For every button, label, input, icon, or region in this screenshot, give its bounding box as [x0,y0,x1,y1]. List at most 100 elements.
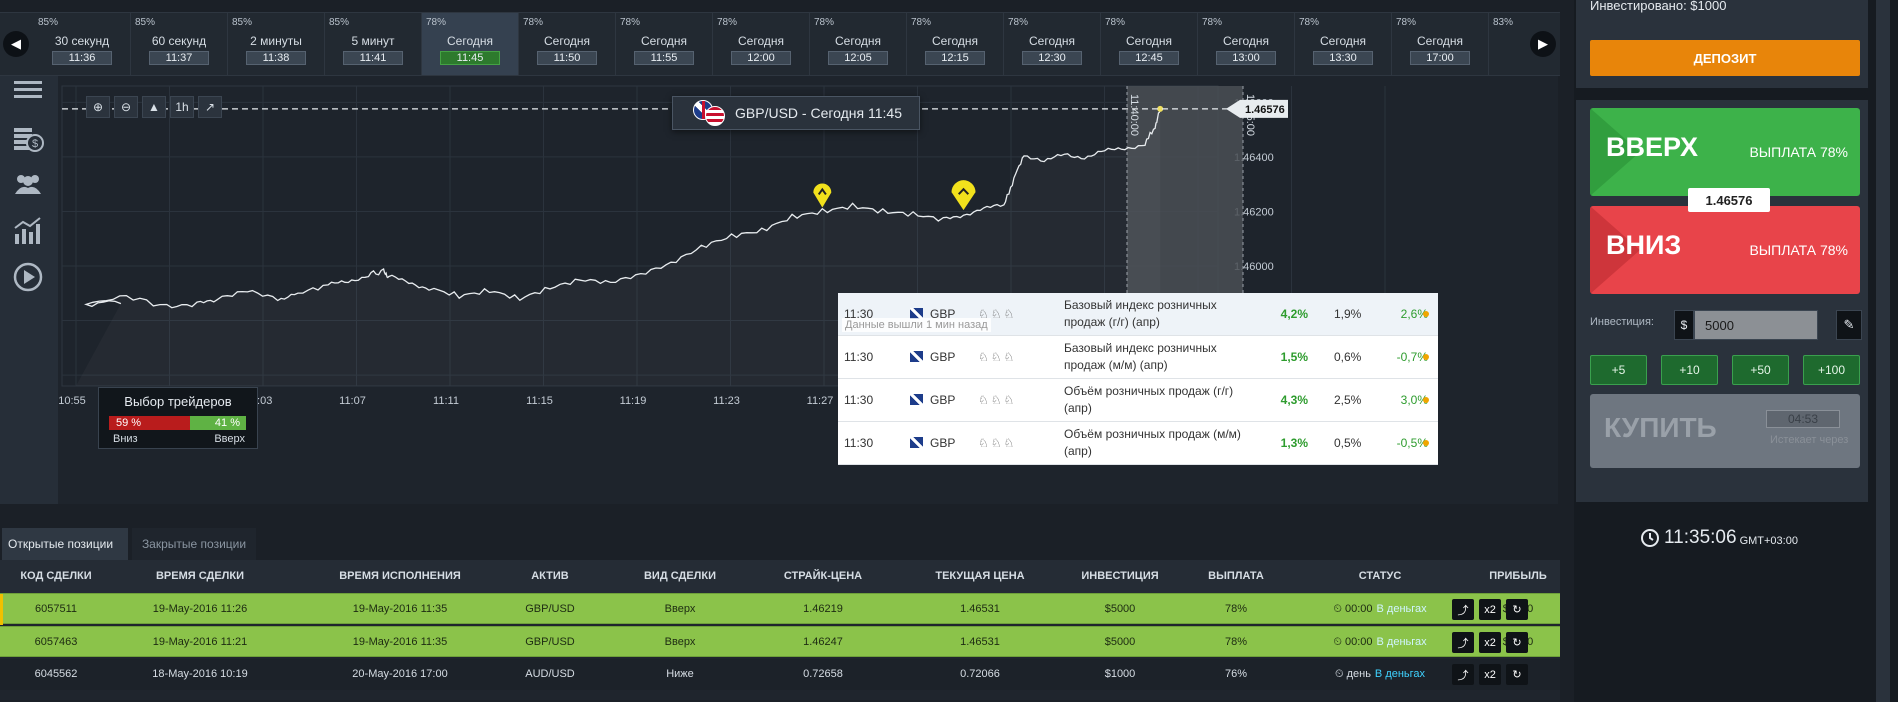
trade-marker-icon[interactable] [813,183,832,208]
refresh-icon[interactable]: ↻ [1506,599,1528,620]
expiry-item[interactable]: 78% Сегодня 13:30 [1295,13,1392,75]
cell-status: ⏲ день В деньгах [1335,659,1425,690]
buy-button[interactable]: КУПИТЬ 04:53 Истекает через [1590,394,1860,468]
column-header[interactable]: СТАТУС [1358,570,1402,582]
refresh-icon[interactable]: ↻ [1506,632,1528,653]
importance-bulls-icon: ♘♘♘ [978,350,1017,364]
trade-marker-icon[interactable] [951,180,976,211]
table-row[interactable]: 6057511 19-May-2016 11:26 19-May-2016 11:3… [0,593,1560,625]
indicator-icon[interactable]: ↗ [198,96,222,118]
eraser-icon[interactable]: ✎ [1836,310,1862,340]
add-50-button[interactable]: +50 [1732,355,1789,385]
expiry-payout: 78% [911,17,932,28]
zoom-out-icon[interactable]: ⊖ [114,96,138,118]
tab-open-positions[interactable]: Открытые позиции [2,528,128,560]
expiry-item[interactable]: 85% 30 секунд 11:36 [34,13,131,75]
tab-closed-positions[interactable]: Закрытые позиции [132,528,256,560]
gbp-usd-flags-icon [693,100,727,126]
timeframe-button[interactable]: 1h [170,96,194,118]
chevron-left-icon[interactable]: ◀ [3,31,29,57]
column-header[interactable]: ВЫПЛАТА [1208,570,1264,582]
refresh-icon[interactable]: ↻ [1506,664,1528,685]
menu-icon[interactable] [11,76,45,110]
table-row[interactable]: 6045562 18-May-2016 10:19 20-May-2016 17:0… [0,659,1560,690]
chevron-right-icon[interactable]: ▶ [1530,31,1556,57]
coins-icon[interactable]: $ [11,122,45,156]
news-currency: GBP [930,307,956,321]
expiry-item[interactable]: 78% Сегодня 11:50 [519,13,616,75]
expiry-item[interactable]: 85% 2 минуты 11:38 [228,13,325,75]
traders-down-label: Вниз [113,433,138,445]
rollover-icon[interactable]: ⤴ [1452,599,1474,620]
news-actual: 4,2% [1280,307,1308,321]
news-row[interactable]: 11:30 GBP Базовый индекс розничных продаж … [838,336,1438,379]
asset-selector[interactable]: GBP/USD - Сегодня 11:45 [672,96,920,130]
expiry-payout: 85% [329,17,350,28]
column-header[interactable]: АКТИВ [531,570,569,582]
news-row[interactable]: 11:30 GBP Базовый индекс розничных продаж … [838,293,1438,336]
column-header[interactable]: ВИД СДЕЛКИ [643,570,717,582]
news-row[interactable]: 11:30 GBP Объём розничных продаж (м/м) (ап… [838,422,1438,465]
column-header[interactable]: ВРЕМЯ СДЕЛКИ [155,570,245,582]
time-tick-label: 11:27 [807,395,834,407]
news-actual: 1,3% [1280,436,1308,450]
asset-title: GBP/USD - Сегодня 11:45 [735,105,902,121]
double-button[interactable]: x2 [1479,632,1501,653]
expiry-item[interactable]: 78% Сегодня 12:30 [1004,13,1101,75]
rollover-icon[interactable]: ⤴ [1452,632,1474,653]
double-button[interactable]: x2 [1479,599,1501,620]
chart-icon[interactable] [11,214,45,248]
add-100-button[interactable]: +100 [1803,355,1860,385]
buy-label: КУПИТЬ [1604,412,1717,443]
put-button[interactable]: ВНИЗ ВЫПЛАТА 78% [1590,206,1860,294]
scrollbar[interactable] [1876,0,1890,702]
column-header[interactable]: КОД СДЕЛКИ [20,570,92,582]
expiry-item[interactable]: 85% 60 секунд 11:37 [131,13,228,75]
price-tick-label: 1.46400 [1234,152,1274,164]
expiry-item[interactable]: 78% Сегодня 12:45 [1101,13,1198,75]
investment-input[interactable] [1694,310,1818,340]
expiry-item[interactable]: 78% Сегодня 11:55 [616,13,713,75]
rollover-icon[interactable]: ⤴ [1452,664,1474,685]
expiry-label: Сегодня [1320,34,1366,48]
column-header[interactable]: ВРЕМЯ ИСПОЛНЕНИЯ [339,570,461,582]
news-time: 11:30 [844,307,874,321]
cell-expiry: 19-May-2016 11:35 [352,636,448,648]
add-5-button[interactable]: +5 [1590,355,1647,385]
double-button[interactable]: x2 [1479,664,1501,685]
news-time: 11:30 [844,350,874,364]
expiry-time: 11:50 [537,51,597,65]
expiry-item[interactable]: 78% Сегодня 11:45 [422,13,519,75]
news-row[interactable]: 11:30 GBP Объём розничных продаж (г/г) (ап… [838,379,1438,422]
expiry-item[interactable]: 78% Сегодня 12:00 [713,13,810,75]
price-chart[interactable]: 10:5510:5911:0311:0711:1111:1511:1911:23… [58,76,1558,504]
column-header[interactable]: ИНВЕСТИЦИЯ [1081,570,1159,582]
expiry-item[interactable]: 83% За [1489,13,1524,75]
cell-asset: GBP/USD [525,636,575,648]
zoom-in-icon[interactable]: ⊕ [86,96,110,118]
expiry-item[interactable]: 78% Сегодня 12:15 [907,13,1004,75]
column-header[interactable]: ПРИБЫЛЬ [1489,570,1547,582]
column-header[interactable]: ТЕКУЩАЯ ЦЕНА [935,570,1025,582]
current-price-marker [1226,99,1288,118]
column-header[interactable]: СТРАЙК-ЦЕНА [783,570,863,582]
expiry-item[interactable]: 78% Сегодня 12:05 [810,13,907,75]
users-icon[interactable] [11,168,45,202]
call-button[interactable]: ВВЕРХ ВЫПЛАТА 78% [1590,108,1860,196]
expiry-item[interactable]: 85% 5 минут 11:41 [325,13,422,75]
clock-icon: ⏲ [1334,668,1347,680]
news-previous: -0,5% [1396,436,1428,450]
expiry-item[interactable]: 78% Сегодня 17:00 [1392,13,1489,75]
cell-payout: 78% [1224,636,1248,648]
deposit-button[interactable]: ДЕПОЗИТ [1590,40,1860,76]
clock-icon: ⏲ [1333,636,1345,648]
area-chart-icon[interactable]: ▲ [142,96,166,118]
expiry-payout: 78% [523,17,544,28]
add-10-button[interactable]: +10 [1661,355,1718,385]
table-row[interactable]: 6057463 19-May-2016 11:21 19-May-2016 11:3… [0,626,1560,657]
traders-choice: Выбор трейдеров 59 % 41 % Вниз Вверх [98,387,258,449]
play-icon[interactable] [11,260,45,294]
cell-type: Ниже [666,668,694,680]
expiry-item[interactable]: 78% Сегодня 13:00 [1198,13,1295,75]
news-status-dot [1423,311,1429,317]
